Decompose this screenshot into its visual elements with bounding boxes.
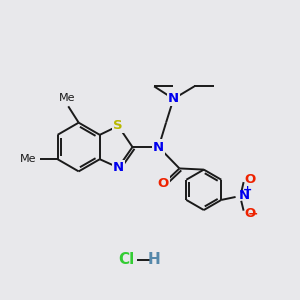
Text: O: O xyxy=(158,177,169,190)
Text: O: O xyxy=(245,206,256,220)
Text: Cl: Cl xyxy=(118,253,134,268)
Text: O: O xyxy=(245,173,256,186)
Text: +: + xyxy=(243,185,252,195)
Text: N: N xyxy=(112,161,124,174)
Text: N: N xyxy=(239,189,250,202)
Text: N: N xyxy=(153,140,164,154)
Text: H: H xyxy=(148,253,161,268)
Text: Me: Me xyxy=(58,93,75,103)
Text: N: N xyxy=(168,92,179,105)
Text: Me: Me xyxy=(20,154,36,164)
Text: −: − xyxy=(248,208,258,221)
Text: S: S xyxy=(113,119,123,132)
